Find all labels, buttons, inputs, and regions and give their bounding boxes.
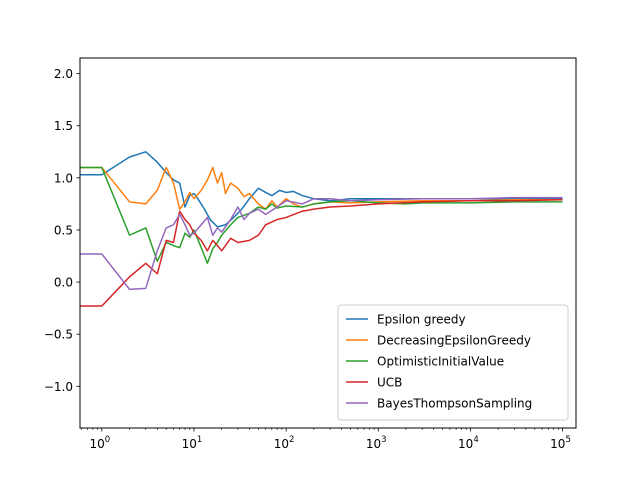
x-tick-label-5: 105 (550, 435, 571, 451)
x-tick-label-2: 102 (274, 435, 295, 451)
y-tick-label-2: 1.0 (54, 171, 73, 185)
x-tick-label-1: 101 (182, 435, 203, 451)
legend-label-3: UCB (377, 376, 402, 390)
y-tick-label-0: 2.0 (54, 67, 73, 81)
series-line-4 (80, 196, 563, 291)
x-axis: 100 101 102 103 104 105 (81, 428, 571, 451)
y-tick-label-1: 1.5 (54, 119, 73, 133)
series-line-2 (80, 166, 563, 265)
legend-label-0: Epsilon greedy (377, 313, 466, 327)
y-tick-label-5: −0.5 (44, 328, 73, 342)
y-axis: 2.0 1.5 1.0 0.5 0.0 −0.5 −1.0 (44, 67, 80, 394)
series-line-3 (80, 199, 563, 307)
legend-label-1: DecreasingEpsilonGreedy (377, 334, 531, 348)
y-tick-label-4: 0.0 (54, 276, 73, 290)
x-tick-label-4: 104 (458, 435, 479, 451)
x-tick-label-0: 100 (89, 435, 110, 451)
legend-box (337, 304, 569, 421)
axes-frame (79, 57, 577, 429)
legend: Epsilon greedy DecreasingEpsilonGreedy Opt… (337, 304, 569, 421)
legend-label-2: OptimisticInitialValue (377, 355, 504, 369)
y-tick-label-3: 0.5 (54, 223, 73, 237)
series-layer (80, 151, 563, 307)
y-tick-label-6: −1.0 (44, 380, 73, 394)
legend-label-4: BayesThompsonSampling (377, 397, 532, 411)
x-tick-label-3: 103 (366, 435, 387, 451)
